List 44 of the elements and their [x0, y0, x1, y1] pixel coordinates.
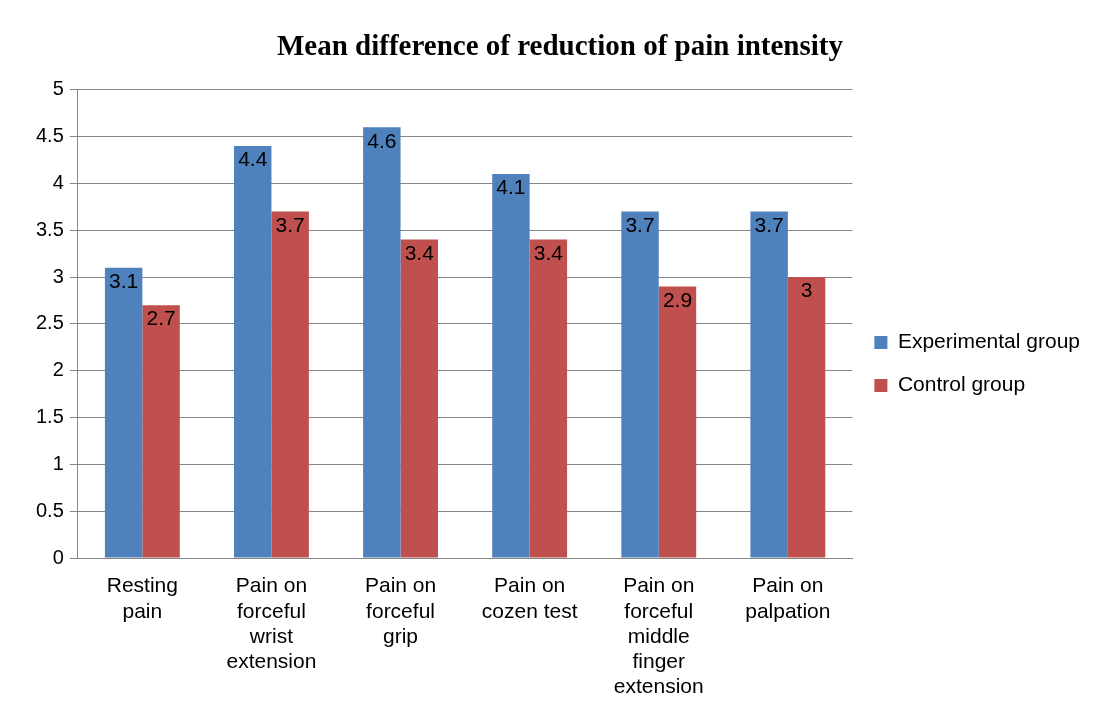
y-tick-label: 2.5 — [35, 311, 64, 334]
data-label: 2.9 — [662, 287, 693, 311]
x-tick-label: Pain on forceful grip — [364, 573, 437, 647]
y-tick-label: 3 — [52, 264, 64, 287]
bar — [529, 239, 568, 558]
y-tick-label: 2 — [52, 358, 64, 381]
bar — [142, 305, 180, 558]
bar — [658, 286, 697, 558]
y-tick-label: 5 — [52, 77, 64, 100]
legend-label: Experimental group — [897, 329, 1081, 353]
data-label: 3.7 — [625, 212, 655, 236]
bar — [492, 174, 530, 558]
data-label: 2.7 — [146, 306, 176, 330]
data-label: 3.1 — [109, 269, 139, 293]
bar — [363, 127, 401, 558]
bar — [271, 211, 309, 558]
x-tick-label: Pain on cozen test — [481, 573, 578, 622]
chart-title: Mean difference of reduction of pain intensity — [277, 28, 844, 61]
y-tick-label: 4 — [52, 170, 64, 193]
y-tick-label: 3.5 — [35, 217, 64, 240]
data-label: 4.4 — [238, 147, 268, 171]
data-label: 3.7 — [754, 212, 784, 236]
x-tick-label: Resting pain — [106, 573, 178, 622]
x-tick-label: Pain on forceful middle finger extension — [613, 573, 704, 698]
bar — [104, 267, 143, 558]
data-label: 3 — [800, 278, 813, 302]
bar — [750, 211, 788, 558]
legend-label: Control group — [897, 372, 1026, 396]
bar — [400, 239, 438, 558]
x-tick-label: Pain on forceful wrist extension — [226, 573, 317, 672]
bar — [234, 145, 272, 558]
x-tick-label: Pain on palpation — [745, 573, 831, 622]
y-tick-label: 0.5 — [35, 498, 64, 521]
data-label: 3.4 — [533, 240, 564, 264]
bar — [621, 211, 659, 558]
y-tick-label: 1.5 — [35, 405, 64, 428]
data-label: 4.6 — [367, 128, 397, 152]
data-label: 4.1 — [496, 175, 526, 199]
data-label: 3.4 — [404, 240, 435, 264]
y-tick-label: 4.5 — [35, 124, 64, 147]
data-label: 3.7 — [275, 212, 305, 236]
bar — [787, 277, 826, 558]
y-tick-label: 0 — [52, 545, 64, 568]
y-tick-label: 1 — [52, 451, 64, 474]
